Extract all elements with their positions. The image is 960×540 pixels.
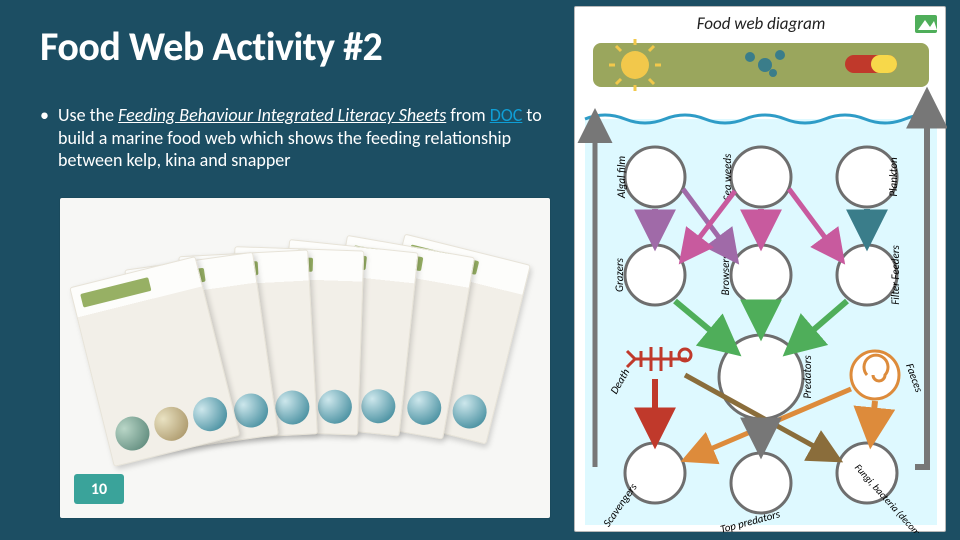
svg-text:Gases: Gases bbox=[751, 91, 780, 105]
sheets-page-number-badge: 10 bbox=[74, 474, 124, 504]
text-pre: Use the bbox=[58, 104, 118, 126]
svg-text:Filter Feeders: Filter Feeders bbox=[889, 245, 902, 305]
doc-link[interactable]: DOC bbox=[490, 104, 523, 126]
svg-text:Nutrients, fertilisers: Nutrients, fertilisers bbox=[827, 91, 923, 105]
literacy-sheets-name: Feeding Behaviour Integrated Literacy Sh… bbox=[118, 104, 446, 126]
svg-text:Plankton: Plankton bbox=[887, 157, 900, 197]
svg-text:Sun: Sun bbox=[626, 91, 644, 105]
food-web-diagram: Food web diagram Sun Gases Nutrients, fe… bbox=[574, 6, 946, 532]
activity-instructions: Use the Feeding Behaviour Integrated Lit… bbox=[40, 104, 550, 172]
page-title: Food Web Activity #2 bbox=[40, 22, 382, 71]
svg-text:Grazers: Grazers bbox=[613, 257, 626, 292]
diagram-title: Food web diagram bbox=[697, 13, 826, 34]
literacy-sheets-image: 10 bbox=[60, 198, 550, 518]
svg-text:Browsers: Browsers bbox=[719, 254, 732, 296]
svg-text:Predators: Predators bbox=[801, 355, 814, 399]
text-mid: from bbox=[446, 104, 490, 126]
svg-text:Algal film: Algal film bbox=[615, 156, 628, 200]
